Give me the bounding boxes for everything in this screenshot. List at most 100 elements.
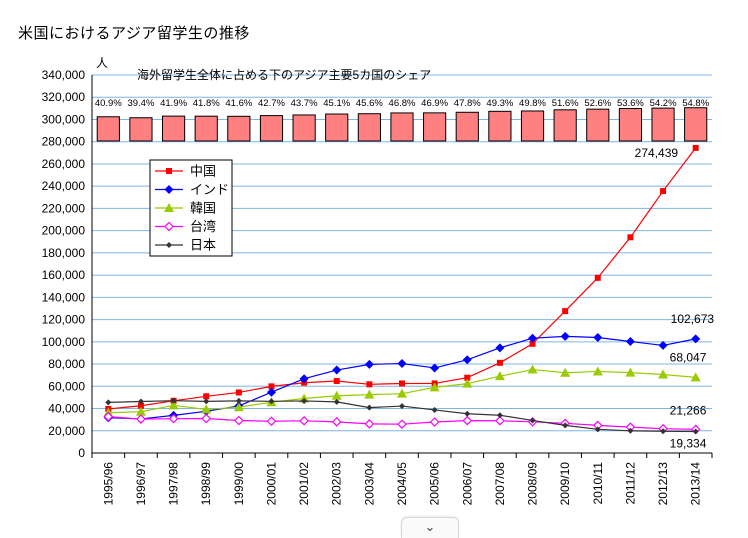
data-point	[691, 334, 701, 344]
data-point	[364, 389, 375, 399]
data-point	[625, 337, 635, 347]
legend-label: 韓国	[190, 201, 216, 216]
data-point	[103, 411, 114, 422]
share-label: 54.2%	[650, 98, 677, 109]
data-point	[332, 365, 342, 375]
data-point	[301, 397, 308, 404]
y-tick-label: 280,000	[42, 135, 86, 149]
data-point	[201, 404, 212, 414]
data-point	[658, 340, 668, 350]
legend-marker	[166, 242, 172, 248]
x-tick-label: 2004/05	[395, 462, 409, 506]
data-label: 21,266	[670, 403, 707, 417]
y-tick-label: 0	[78, 446, 85, 460]
share-label: 54.8%	[682, 98, 709, 109]
share-bar	[423, 112, 447, 142]
share-label: 43.7%	[291, 98, 318, 109]
share-bar	[553, 109, 577, 142]
x-tick-label: 1998/99	[199, 462, 213, 506]
data-point	[658, 369, 669, 379]
data-point	[496, 359, 503, 366]
data-point	[268, 398, 275, 405]
data-point	[170, 397, 177, 404]
y-tick-label: 60,000	[48, 379, 85, 393]
data-point	[203, 393, 210, 400]
legend-label: 中国	[190, 164, 216, 179]
data-point	[266, 416, 277, 427]
y-tick-label: 180,000	[42, 246, 86, 260]
data-point	[692, 428, 699, 435]
data-point	[496, 412, 503, 419]
share-bar	[96, 116, 120, 142]
data-point	[366, 404, 373, 411]
y-tick-label: 320,000	[42, 90, 86, 104]
data-point	[364, 359, 374, 369]
legend-marker	[164, 203, 174, 212]
x-tick-label: 2005/06	[428, 462, 442, 506]
data-point	[429, 382, 440, 392]
x-tick-label: 2009/10	[558, 462, 572, 506]
data-point	[692, 144, 699, 151]
data-point	[331, 390, 342, 400]
data-label: 19,334	[670, 437, 707, 451]
data-point	[495, 343, 505, 353]
data-point	[168, 413, 179, 424]
share-label: 49.8%	[519, 98, 546, 109]
data-point	[168, 400, 179, 410]
share-bar	[357, 113, 381, 142]
y-tick-label: 140,000	[42, 290, 86, 304]
data-point	[233, 415, 244, 426]
collapse-chevron-icon[interactable]: ⌄	[401, 517, 459, 538]
data-point	[397, 359, 407, 369]
y-tick-label: 240,000	[42, 179, 86, 193]
data-point	[201, 413, 212, 424]
y-tick-label: 340,000	[42, 68, 86, 82]
data-point	[136, 414, 146, 424]
y-tick-label: 40,000	[48, 402, 85, 416]
data-point	[660, 188, 667, 195]
data-point	[627, 427, 634, 434]
data-point	[137, 402, 144, 409]
data-label: 102,673	[671, 312, 715, 326]
share-label: 45.1%	[323, 98, 350, 109]
share-title: 海外留学生全体に占める下のアジア主要5カ国のシェア	[137, 67, 431, 82]
y-tick-label: 220,000	[42, 201, 86, 215]
data-point	[625, 367, 636, 377]
share-bar	[455, 111, 479, 142]
x-tick-label: 1995/96	[101, 462, 115, 506]
share-bar	[390, 112, 414, 142]
y-tick-label: 200,000	[42, 224, 86, 238]
share-bar	[586, 108, 610, 142]
share-bar	[292, 114, 316, 142]
y-tick-label: 160,000	[42, 268, 86, 282]
legend-label: 日本	[190, 238, 216, 253]
legend-marker	[164, 221, 174, 232]
x-tick-label: 2003/04	[362, 462, 376, 506]
x-tick-label: 2013/14	[689, 462, 703, 506]
data-point	[660, 428, 667, 435]
share-label: 52.6%	[584, 98, 611, 109]
share-label: 41.9%	[160, 98, 187, 109]
share-bar	[259, 115, 284, 142]
data-point	[333, 378, 340, 385]
share-label: 49.3%	[486, 98, 513, 109]
data-point	[399, 380, 405, 387]
x-tick-label: 2010/11	[591, 462, 605, 505]
share-bar	[618, 108, 643, 142]
data-label: 68,047	[670, 350, 707, 364]
share-label: 47.8%	[454, 98, 481, 109]
legend-label: 台湾	[190, 219, 216, 234]
share-label: 39.4%	[127, 98, 154, 109]
share-label: 46.8%	[389, 98, 416, 109]
data-point	[397, 388, 407, 398]
data-point	[137, 398, 144, 405]
share-bar	[129, 117, 153, 142]
x-tick-label: 2000/01	[264, 462, 278, 506]
share-bar	[227, 115, 251, 142]
x-tick-label: 2002/03	[330, 462, 344, 506]
data-point	[430, 363, 440, 373]
data-point	[560, 331, 570, 341]
share-label: 46.9%	[421, 98, 448, 109]
data-point	[464, 374, 471, 381]
